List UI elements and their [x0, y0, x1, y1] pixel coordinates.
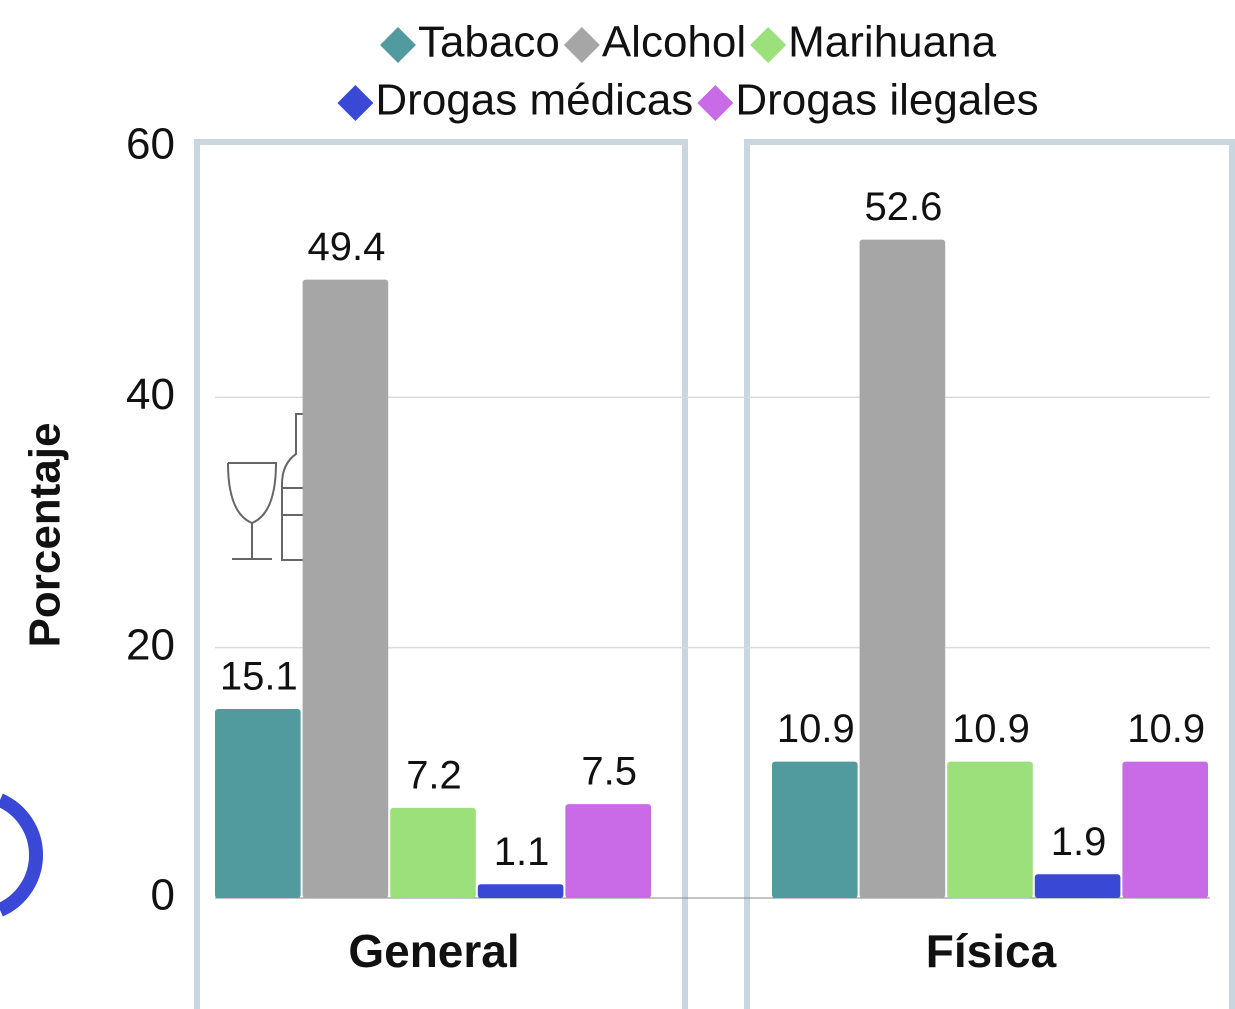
- legend-label: Drogas ilegales: [735, 76, 1038, 125]
- chart: Porcentaje 0 20 40 60 Tabaco Alcohol Marihuana…: [0, 0, 1235, 1009]
- bar: [215, 709, 301, 898]
- bar: [772, 762, 858, 898]
- legend-label: Alcohol: [602, 18, 746, 67]
- x-tick-label: General: [348, 925, 519, 977]
- legend-item: Drogas ilegales: [697, 76, 1038, 125]
- value-label: 7.5: [581, 750, 637, 794]
- legend-marker: [564, 27, 600, 63]
- value-label: 10.9: [777, 707, 855, 751]
- legend-label: Marihuana: [788, 18, 996, 67]
- legend-marker: [697, 85, 733, 121]
- legend-item: Tabaco: [380, 18, 560, 67]
- legend-item: Drogas médicas: [337, 76, 693, 125]
- x-tick-label: Física: [926, 925, 1057, 977]
- bar: [947, 762, 1033, 898]
- page: Porcentaje 0 20 40 60 Tabaco Alcohol Marihuana…: [0, 0, 1235, 1009]
- value-label: 10.9: [952, 707, 1030, 751]
- legend-marker: [337, 85, 373, 121]
- bar: [478, 884, 564, 898]
- decoration: [0, 800, 36, 910]
- y-tick-label: 20: [126, 620, 175, 669]
- legend-label: Drogas médicas: [375, 76, 693, 125]
- legend-label: Tabaco: [418, 18, 560, 67]
- y-tick-label: 0: [151, 871, 175, 920]
- value-label: 15.1: [220, 655, 298, 699]
- bar: [860, 240, 946, 898]
- y-axis-label: Porcentaje: [21, 423, 70, 648]
- legend-row: Tabaco Alcohol Marihuana: [380, 18, 997, 67]
- bar: [565, 804, 651, 898]
- value-label: 1.1: [494, 830, 550, 874]
- value-label: 49.4: [307, 225, 385, 269]
- value-label: 7.2: [406, 753, 462, 797]
- legend-marker: [380, 27, 416, 63]
- legend-marker: [750, 27, 786, 63]
- y-tick-label: 60: [126, 120, 175, 169]
- legend-row: Drogas médicas Drogas ilegales: [337, 76, 1038, 125]
- value-label: 52.6: [864, 185, 942, 229]
- value-label: 10.9: [1127, 707, 1205, 751]
- y-tick-label: 40: [126, 370, 175, 419]
- bar: [303, 280, 389, 898]
- legend-item: Marihuana: [750, 18, 996, 67]
- legend-item: Alcohol: [564, 18, 746, 67]
- bar: [1122, 762, 1208, 898]
- value-label: 1.9: [1051, 820, 1107, 864]
- bar: [390, 808, 476, 898]
- bar: [1035, 874, 1121, 898]
